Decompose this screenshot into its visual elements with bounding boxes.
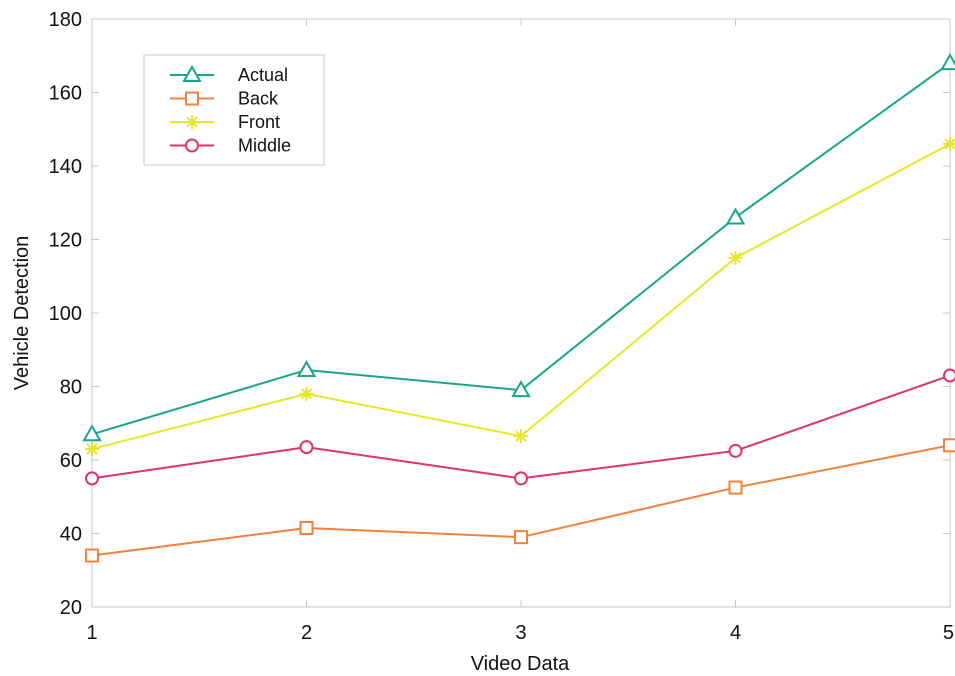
x-tick-label: 3: [515, 622, 526, 644]
legend-entry-middle: Middle: [170, 136, 291, 156]
y-tick-label: 60: [60, 450, 82, 472]
data-point-actual: [296, 359, 317, 377]
data-point-middle: [943, 368, 955, 383]
series-front: [85, 136, 955, 456]
y-tick-label: 20: [60, 597, 82, 619]
data-point-actual: [725, 207, 746, 225]
data-point-front: [299, 386, 314, 401]
data-point-back: [299, 520, 314, 535]
data-point-actual: [511, 380, 531, 398]
x-tick-label: 4: [730, 622, 741, 644]
data-point-back: [943, 438, 955, 453]
y-tick-label: 120: [49, 230, 82, 252]
legend: Actual Back Front Middle: [143, 54, 325, 166]
legend-marker: [182, 64, 202, 82]
legend-box: [143, 54, 325, 166]
legend-entry-actual: Actual: [170, 64, 288, 85]
legend-label: Actual: [238, 65, 288, 85]
legend-entry-back: Back: [170, 89, 279, 109]
series-layer: [82, 53, 955, 563]
data-point-front: [728, 250, 743, 265]
series-middle: [85, 368, 955, 486]
legend-marker: [185, 115, 199, 129]
legend-entry-front: Front: [170, 112, 280, 132]
x-axis-label: Video Data: [471, 653, 570, 675]
y-tick-label: 100: [49, 303, 82, 325]
data-point-back: [85, 548, 99, 563]
x-tick-label: 1: [86, 622, 97, 644]
y-tick-label: 40: [60, 524, 82, 546]
data-point-middle: [728, 443, 743, 458]
data-point-front: [943, 136, 955, 151]
data-point-middle: [514, 471, 528, 486]
y-tick-label: 160: [49, 83, 82, 105]
series-actual: [82, 53, 955, 442]
data-point-actual: [940, 53, 955, 71]
x-tick-label: 5: [943, 622, 954, 644]
series-line-front: [91, 143, 951, 450]
y-tick-label: 140: [49, 156, 82, 178]
y-axis-label: Vehicle Detection: [11, 236, 33, 391]
data-point-back: [728, 480, 743, 495]
x-tick-label: 2: [301, 622, 312, 644]
data-point-actual: [82, 424, 102, 442]
legend-label: Front: [238, 112, 280, 132]
data-point-front: [85, 441, 99, 456]
y-tick-label: 180: [49, 9, 82, 31]
legend-label: Back: [238, 89, 279, 109]
data-point-middle: [85, 471, 99, 486]
data-point-back: [514, 530, 528, 545]
data-point-front: [514, 429, 528, 444]
data-point-middle: [299, 440, 314, 455]
legend-marker: [185, 91, 199, 106]
legend-marker: [185, 138, 199, 153]
series-back: [85, 438, 955, 563]
tick-labels: 20 40 60 80 100 120 140 160 180 1 2 3 4 5: [49, 9, 954, 644]
y-tick-label: 80: [60, 377, 82, 399]
legend-label: Middle: [238, 136, 291, 156]
